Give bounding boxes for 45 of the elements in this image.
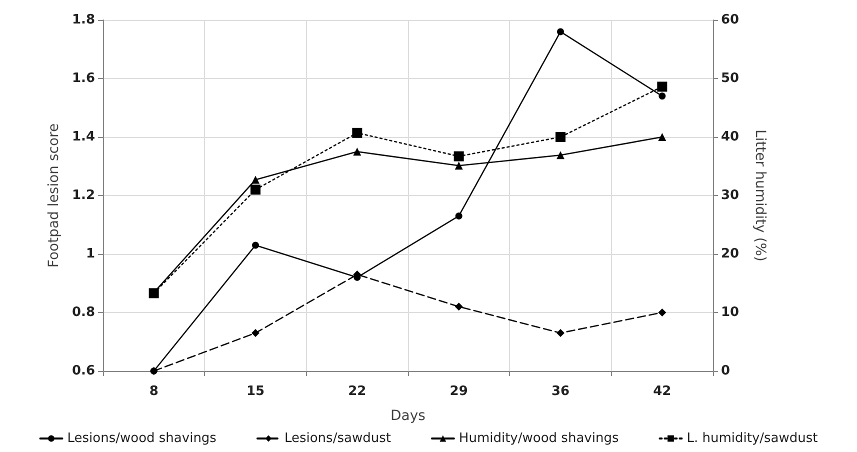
- y2-tick-label: 0: [721, 364, 730, 378]
- legend-label: L. humidity/sawdust: [686, 431, 818, 446]
- y-tick-label: 1.8: [72, 12, 95, 28]
- x-tick-label: 29: [450, 384, 468, 399]
- point: [252, 242, 259, 249]
- y2-axis-title: Litter humidity (%): [752, 130, 768, 262]
- point: [658, 92, 666, 100]
- point: [556, 151, 564, 160]
- point: [252, 328, 260, 337]
- point: [556, 132, 566, 142]
- y-tick-label: 0.8: [72, 305, 95, 320]
- y-axis-title: Footpad lesion score: [46, 123, 62, 268]
- y-tick-label: 1: [86, 246, 95, 262]
- x-tick-label: 22: [348, 384, 366, 399]
- y2-tick-label: 20: [721, 246, 740, 262]
- x-tick-label: 15: [246, 384, 265, 399]
- point: [352, 128, 362, 138]
- point: [658, 133, 666, 141]
- y2-tick-label: 50: [721, 71, 740, 86]
- point: [250, 184, 260, 195]
- x-axis-title: Days: [390, 408, 426, 424]
- point: [454, 162, 463, 170]
- point: [658, 308, 666, 316]
- y-tick-label: 1.6: [72, 71, 95, 86]
- point: [454, 302, 463, 311]
- y-tick-label: 1.2: [72, 188, 95, 203]
- y2-tick-label: 10: [721, 305, 740, 320]
- legend-label: Lesions/sawdust: [284, 431, 391, 446]
- legend-label: Humidity/wood shavings: [458, 431, 619, 446]
- legend-label: Lesions/wood shavings: [67, 431, 217, 446]
- y2-tick-label: 60: [721, 12, 740, 28]
- point: [657, 82, 668, 92]
- y2-tick-label: 40: [721, 130, 740, 144]
- y2-tick-label: 30: [721, 188, 740, 203]
- point: [455, 212, 462, 220]
- point: [454, 151, 464, 162]
- y-tick-label: 0.6: [72, 364, 95, 378]
- x-tick-label: 42: [653, 384, 672, 399]
- point: [557, 28, 564, 36]
- x-tick-label: 8: [149, 384, 158, 399]
- point: [353, 148, 362, 156]
- x-tick-label: 36: [551, 384, 570, 399]
- point: [556, 328, 564, 337]
- y-tick-label: 1.4: [72, 130, 95, 144]
- point: [252, 176, 260, 184]
